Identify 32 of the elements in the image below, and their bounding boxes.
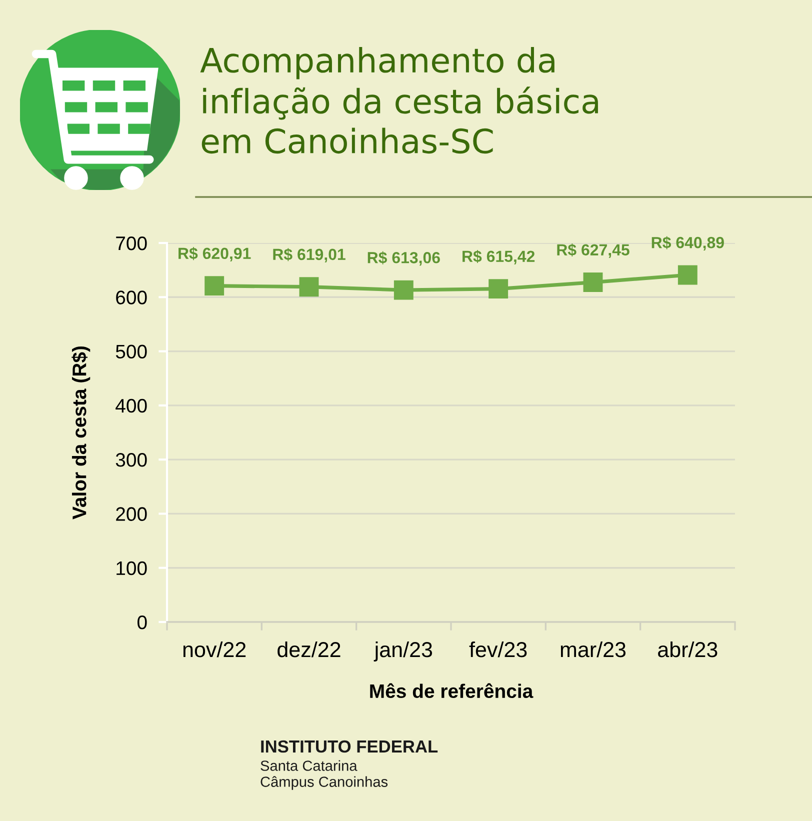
y-tick-label: 700 bbox=[116, 236, 147, 250]
text: Câmpus Canoinhas bbox=[260, 776, 388, 790]
data-label: R$ 615,42 bbox=[462, 250, 535, 264]
y-axis-title: Valor da cesta (R$) bbox=[72, 346, 90, 520]
x-tick-label: fev/23 bbox=[469, 641, 527, 658]
data-label: R$ 613,06 bbox=[368, 251, 440, 266]
point bbox=[394, 280, 414, 300]
point bbox=[678, 265, 698, 285]
x-tick-label: dez/22 bbox=[278, 641, 340, 658]
y-tick-label: 400 bbox=[116, 398, 147, 413]
data-label: R$ 640,89 bbox=[652, 236, 724, 251]
text: INSTITUTO FEDERAL bbox=[261, 740, 438, 753]
point bbox=[488, 279, 508, 299]
y-tick-label: 200 bbox=[116, 507, 147, 521]
x-tick-label: mar/23 bbox=[560, 641, 626, 658]
y-tick-label: 0 bbox=[138, 615, 147, 630]
chart-title: Acompanhamento da inflação da cesta básica em Canoinhas-SC bbox=[200, 47, 598, 154]
point bbox=[583, 272, 603, 292]
y-tick-label: 100 bbox=[116, 561, 147, 576]
y-tick-label: 500 bbox=[116, 344, 147, 359]
x-tick-label: jan/23 bbox=[374, 641, 432, 662]
x-tick-label: abr/23 bbox=[658, 641, 718, 658]
data-label: R$ 620,91 bbox=[178, 247, 251, 262]
point bbox=[204, 276, 224, 296]
data-label: R$ 627,45 bbox=[557, 244, 630, 258]
y-tick-label: 600 bbox=[116, 290, 147, 304]
y-tick-label: 300 bbox=[116, 453, 147, 467]
x-axis-title: Mês de referência bbox=[370, 683, 534, 698]
point bbox=[299, 277, 319, 297]
data-label: R$ 619,01 bbox=[273, 248, 346, 262]
x-tick-label: nov/22 bbox=[183, 641, 246, 658]
text: Santa Catarina bbox=[260, 760, 358, 771]
